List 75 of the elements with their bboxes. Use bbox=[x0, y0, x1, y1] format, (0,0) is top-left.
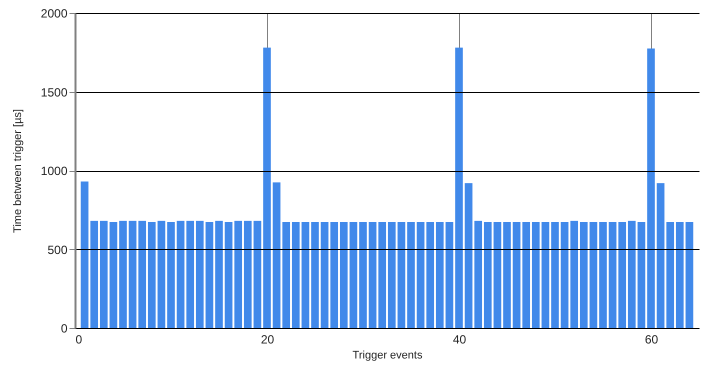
bar bbox=[494, 222, 502, 328]
bar bbox=[446, 222, 454, 328]
bar bbox=[244, 220, 252, 328]
bar bbox=[100, 220, 108, 328]
bar bbox=[512, 222, 520, 328]
bar bbox=[292, 222, 300, 328]
x-tick-label: 60 bbox=[644, 332, 658, 346]
bar bbox=[398, 222, 406, 328]
bar bbox=[158, 220, 166, 328]
bar bbox=[570, 220, 578, 328]
bar bbox=[302, 222, 310, 328]
bar bbox=[330, 222, 338, 328]
y-tick-label: 1000 bbox=[40, 164, 68, 178]
y-tick-label: 500 bbox=[47, 242, 68, 257]
bar bbox=[560, 222, 568, 328]
bar bbox=[416, 222, 424, 328]
bar bbox=[234, 220, 242, 328]
bar bbox=[503, 222, 511, 328]
bar bbox=[272, 182, 280, 328]
bar bbox=[350, 222, 358, 328]
y-tick-label: 0 bbox=[60, 322, 68, 336]
bar bbox=[282, 222, 290, 328]
bar bbox=[224, 222, 232, 328]
bar bbox=[580, 222, 588, 328]
y-tick-label: 2000 bbox=[40, 6, 68, 20]
bar bbox=[666, 222, 674, 328]
bar bbox=[340, 222, 348, 328]
bar bbox=[647, 48, 655, 328]
x-tick-label: 0 bbox=[76, 332, 82, 346]
bar bbox=[455, 48, 463, 328]
bar bbox=[551, 222, 559, 328]
bar bbox=[599, 222, 607, 328]
bar bbox=[378, 222, 386, 328]
bar bbox=[359, 222, 367, 328]
bar bbox=[608, 222, 616, 328]
bar bbox=[656, 183, 664, 328]
bar bbox=[368, 222, 376, 328]
bar bbox=[128, 220, 136, 328]
bar bbox=[254, 220, 262, 328]
bar bbox=[167, 222, 175, 328]
bar bbox=[474, 220, 482, 328]
bar bbox=[676, 222, 684, 328]
bar bbox=[628, 220, 636, 328]
bar bbox=[148, 222, 156, 328]
x-tick-label: 40 bbox=[452, 332, 466, 346]
bar bbox=[436, 222, 444, 328]
bar bbox=[119, 220, 127, 328]
y-tick-label: 1500 bbox=[40, 85, 68, 100]
x-axis-title: Trigger events bbox=[352, 350, 423, 362]
bar bbox=[90, 220, 98, 328]
bar bbox=[532, 222, 540, 328]
bar bbox=[522, 222, 530, 328]
bar bbox=[110, 222, 118, 328]
bar bbox=[186, 220, 194, 328]
bar bbox=[215, 220, 223, 328]
bar bbox=[618, 222, 626, 328]
bar bbox=[686, 222, 694, 328]
bar bbox=[638, 222, 646, 328]
bar bbox=[464, 183, 472, 328]
bar bbox=[206, 222, 214, 328]
bar bbox=[590, 222, 598, 328]
bar bbox=[263, 48, 271, 328]
bar bbox=[426, 222, 434, 328]
bar bbox=[176, 220, 184, 328]
bar bbox=[138, 220, 146, 328]
bar bbox=[542, 222, 550, 328]
y-axis-title: Time between trigger [µs] bbox=[12, 109, 24, 233]
bar bbox=[311, 222, 319, 328]
bar bbox=[388, 222, 396, 328]
bar bbox=[80, 182, 88, 328]
bar bbox=[407, 222, 415, 328]
bar bbox=[196, 220, 204, 328]
bar bbox=[484, 222, 492, 328]
bar bbox=[320, 222, 328, 328]
x-tick-label: 20 bbox=[260, 332, 274, 346]
